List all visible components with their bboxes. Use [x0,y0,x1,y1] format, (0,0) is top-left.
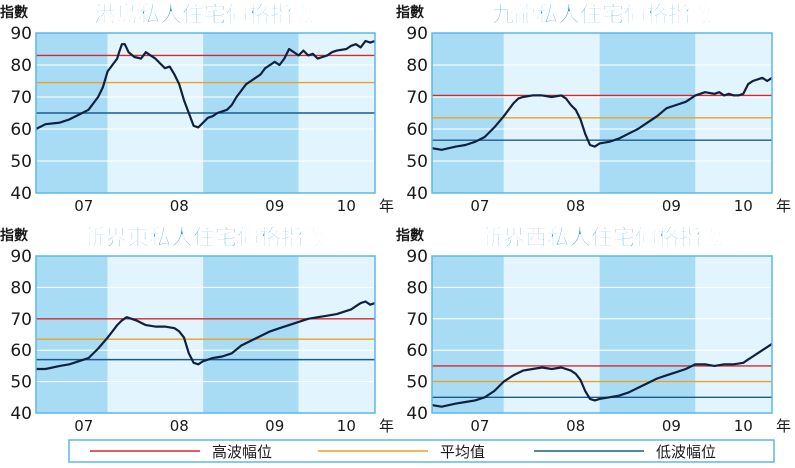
x-tick-label: 10 [337,417,356,435]
x-tick-label: 08 [566,417,585,435]
y-tick-label: 90 [406,247,428,267]
x-unit-label: 年 [379,417,394,435]
plot-frame [431,32,773,194]
y-tick-label: 90 [10,24,32,44]
x-tick-label: 08 [566,197,585,215]
chart-title: 新界西私人住宅價格指數 [481,225,723,251]
year-band [203,256,299,413]
y-tick-label: 40 [10,404,32,424]
x-unit-label: 年 [776,197,791,215]
chart-title: 港島私人住宅價格指數 [94,2,314,28]
x-tick-label: 07 [74,417,93,435]
year-band [695,256,772,413]
y-tick-label: 80 [10,278,32,298]
x-unit-label: 年 [776,417,791,435]
x-tick-label: 08 [170,197,189,215]
legend-label-average: 平均值 [440,443,485,461]
x-tick-label: 10 [734,417,753,435]
y-tick-label: 50 [406,152,428,172]
x-tick-label: 07 [74,197,93,215]
plot-frame [431,255,773,414]
year-band [298,256,375,413]
x-unit-label: 年 [379,197,394,215]
y-axis-label: 指數 [396,227,424,244]
y-tick-label: 50 [10,152,32,172]
y-tick-label: 50 [406,373,428,393]
year-band [599,256,696,413]
year-band [432,256,504,413]
x-tick-label: 07 [470,417,489,435]
year-band [432,33,504,193]
y-tick-label: 40 [10,184,32,204]
y-tick-label: 90 [406,24,428,44]
chart-panel-2: 40 50 60 70 80 90 07 08 09 10 年 指數 九龍私人住宅價格指數 [396,2,791,215]
y-tick-label: 60 [10,120,32,140]
y-axis-label: 指數 [396,4,424,21]
chart-panel-4: 40 50 60 70 80 90 07 08 09 10 年 指數 新界西私人住宅價格指數 [396,225,791,435]
y-axis-label: 指數 [0,4,28,21]
index-series-line [36,300,376,371]
year-band [36,256,108,413]
legend: 高波幅位 平均值 低波幅位 [68,439,775,463]
index-series-line [431,76,773,151]
year-band [599,33,696,193]
x-tick-label: 08 [170,417,189,435]
y-tick-label: 70 [10,88,32,108]
legend-label-high: 高波幅位 [212,443,272,461]
plot-frame [35,32,376,194]
legend-label-low: 低波幅位 [656,443,716,461]
x-tick-label: 09 [662,197,681,215]
chart-title: 新界東私人住宅價格指數 [83,225,325,251]
index-series-line [35,39,376,130]
x-tick-label: 07 [470,197,489,215]
year-band [503,33,600,193]
y-tick-label: 40 [406,184,428,204]
y-tick-label: 60 [10,341,32,361]
x-tick-label: 10 [734,197,753,215]
x-tick-label: 09 [265,417,284,435]
y-tick-label: 80 [406,278,428,298]
y-tick-label: 50 [10,373,32,393]
x-tick-label: 09 [265,197,284,215]
year-band [107,256,204,413]
y-tick-label: 80 [406,56,428,76]
chart-panel-3: 40 50 60 70 80 90 07 08 09 10 年 指數 新界東私人住宅價格指數 [0,225,394,435]
x-tick-label: 10 [337,197,356,215]
y-tick-label: 60 [406,341,428,361]
y-tick-label: 40 [406,404,428,424]
y-tick-label: 70 [406,310,428,330]
index-series-line [431,342,773,408]
y-tick-label: 80 [10,56,32,76]
year-band [695,33,772,193]
y-tick-label: 90 [10,247,32,267]
y-tick-label: 70 [10,310,32,330]
plot-frame [35,255,376,414]
y-tick-label: 70 [406,88,428,108]
y-tick-label: 60 [406,120,428,140]
x-tick-label: 09 [662,417,681,435]
chart-title: 九龍私人住宅價格指數 [491,2,712,28]
chart-panel-1: 40 50 60 70 80 90 07 08 09 10 年 指數 港島私人住宅價格指數 [0,2,394,215]
y-axis-label: 指數 [0,227,28,244]
